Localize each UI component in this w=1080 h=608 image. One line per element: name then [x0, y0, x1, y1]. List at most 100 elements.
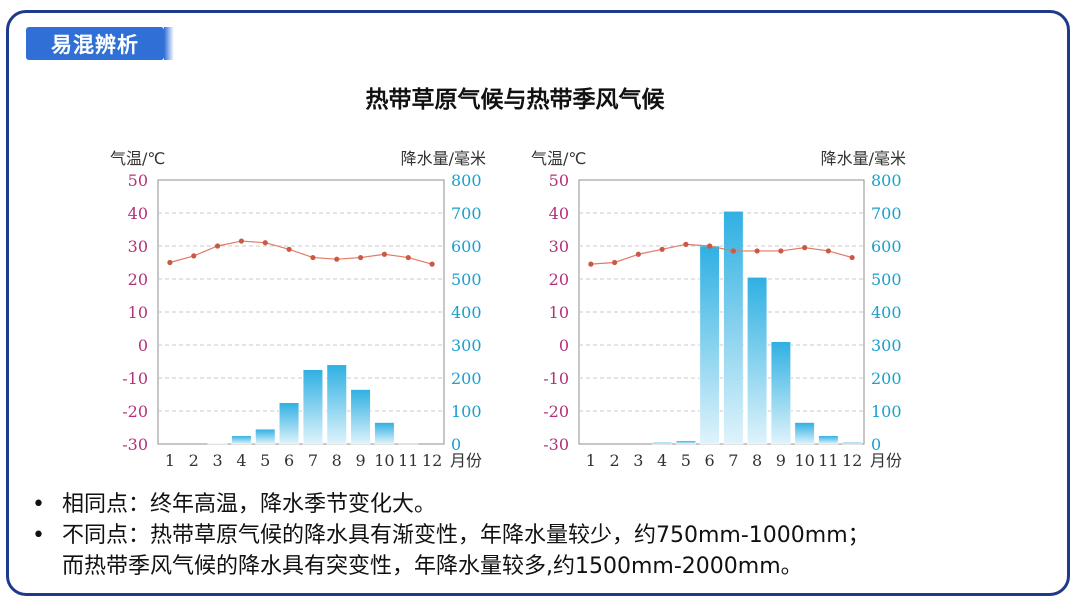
x-tick-label: 12 — [422, 451, 442, 470]
x-tick-label: 9 — [776, 451, 786, 470]
temperature-point — [405, 254, 411, 261]
temperature-point — [357, 254, 364, 261]
right-tick-label: 200 — [871, 369, 902, 388]
bullet-icon: • — [32, 492, 45, 517]
x-tick-label: 12 — [842, 451, 862, 470]
temperature-point — [778, 248, 784, 254]
note-line-1: 相同点：终年高温，降水季节变化大。 — [62, 492, 437, 517]
right-axis-label: 降水量/毫米 — [821, 149, 906, 168]
precip-bar — [279, 402, 300, 445]
temperature-line — [169, 240, 433, 265]
x-tick-label: 3 — [633, 451, 643, 470]
left-tick-label: 50 — [128, 171, 148, 190]
precip-bar — [255, 428, 276, 445]
section-badge: 易混辨析 — [26, 27, 174, 60]
temperature-point — [167, 259, 173, 266]
left-tick-label: -10 — [122, 369, 148, 388]
x-tick-label: 8 — [752, 451, 762, 470]
temperature-point — [612, 259, 618, 266]
temperature-point — [849, 254, 855, 261]
right-tick-label: 500 — [451, 270, 482, 289]
precip-bar — [818, 435, 839, 445]
x-tick-label: 1 — [586, 451, 596, 470]
note-line-2: 不同点：热带草原气候的降水具有渐变性，年降水量较少，约750mm-1000mm； — [62, 523, 870, 548]
x-tick-label: 6 — [284, 451, 294, 470]
precip-bar — [207, 443, 228, 445]
left-tick-label: 40 — [128, 204, 148, 223]
right-tick-label: 200 — [451, 369, 482, 388]
precip-bar — [770, 341, 791, 445]
left-tick-label: 0 — [138, 336, 148, 355]
temperature-point — [825, 248, 831, 254]
precip-bar — [723, 211, 744, 445]
temperature-point — [286, 246, 292, 252]
right-tick-label: 600 — [451, 237, 482, 256]
x-tick-label: 7 — [308, 451, 318, 470]
temperature-point — [191, 253, 197, 259]
temperature-point — [262, 240, 268, 246]
left-tick-label: 50 — [549, 171, 569, 190]
left-axis-label: 气温/℃ — [531, 149, 586, 168]
left-tick-label: -20 — [122, 402, 148, 421]
x-axis-label: 月份 — [870, 451, 902, 470]
x-tick-label: 3 — [212, 451, 222, 470]
precip-bar — [794, 422, 815, 445]
left-tick-label: 20 — [128, 270, 148, 289]
right-tick-label: 600 — [871, 237, 902, 256]
precip-bar — [842, 442, 863, 445]
precip-bar — [747, 277, 768, 445]
precip-bar — [350, 389, 371, 445]
page-title: 热带草原气候与热带季风气候 — [365, 87, 665, 113]
right-tick-label: 300 — [451, 336, 482, 355]
x-tick-label: 10 — [794, 451, 814, 470]
temperature-point — [659, 246, 665, 252]
right-tick-label: 0 — [871, 435, 881, 454]
right-tick-label: 400 — [871, 303, 902, 322]
note-difference: • 不同点：热带草原气候的降水具有渐变性，年降水量较少，约750mm-1000m… — [32, 520, 1062, 551]
x-tick-label: 10 — [374, 451, 394, 470]
x-tick-label: 2 — [189, 451, 199, 470]
x-tick-label: 11 — [818, 451, 838, 470]
left-tick-label: 20 — [549, 270, 569, 289]
x-tick-label: 9 — [355, 451, 365, 470]
temperature-point — [238, 238, 245, 244]
right-tick-label: 100 — [451, 402, 482, 421]
notes: • 相同点：终年高温，降水季节变化大。 • 不同点：热带草原气候的降水具有渐变性… — [32, 489, 1062, 582]
x-tick-label: 5 — [681, 451, 691, 470]
x-tick-label: 6 — [705, 451, 715, 470]
temperature-point — [381, 251, 388, 257]
left-tick-label: 30 — [549, 237, 569, 256]
temperature-point — [707, 243, 713, 249]
right-axis-label: 降水量/毫米 — [401, 149, 486, 168]
precip-bar — [398, 442, 419, 445]
temperature-point — [683, 241, 689, 247]
x-tick-label: 4 — [236, 451, 246, 470]
x-tick-label: 2 — [610, 451, 620, 470]
left-tick-label: -10 — [543, 369, 569, 388]
x-tick-label: 8 — [332, 451, 342, 470]
temperature-point — [334, 256, 340, 262]
right-tick-label: 700 — [451, 204, 482, 223]
precip-bar — [374, 422, 395, 445]
temperature-point — [310, 254, 316, 261]
temperature-point — [730, 248, 736, 254]
x-tick-label: 5 — [260, 451, 270, 470]
right-tick-label: 100 — [871, 402, 902, 421]
temperature-point — [754, 248, 760, 254]
slide-frame — [6, 10, 1070, 596]
precip-bar — [652, 442, 673, 445]
left-tick-label: 10 — [549, 303, 569, 322]
temperature-line — [590, 243, 853, 265]
right-tick-label: 300 — [871, 336, 902, 355]
note-line-3: 而热带季风气候的降水具有突变性，年降水量较多,约1500mm-2000mm。 — [62, 554, 803, 579]
right-tick-label: 500 — [871, 270, 902, 289]
precip-bar — [302, 369, 323, 445]
right-tick-label: 400 — [451, 303, 482, 322]
temperature-point — [635, 251, 641, 257]
temperature-point — [802, 245, 808, 251]
left-tick-label: -30 — [122, 435, 148, 454]
precip-bar — [675, 440, 696, 445]
left-tick-label: -30 — [543, 435, 569, 454]
right-tick-label: 800 — [871, 171, 902, 190]
